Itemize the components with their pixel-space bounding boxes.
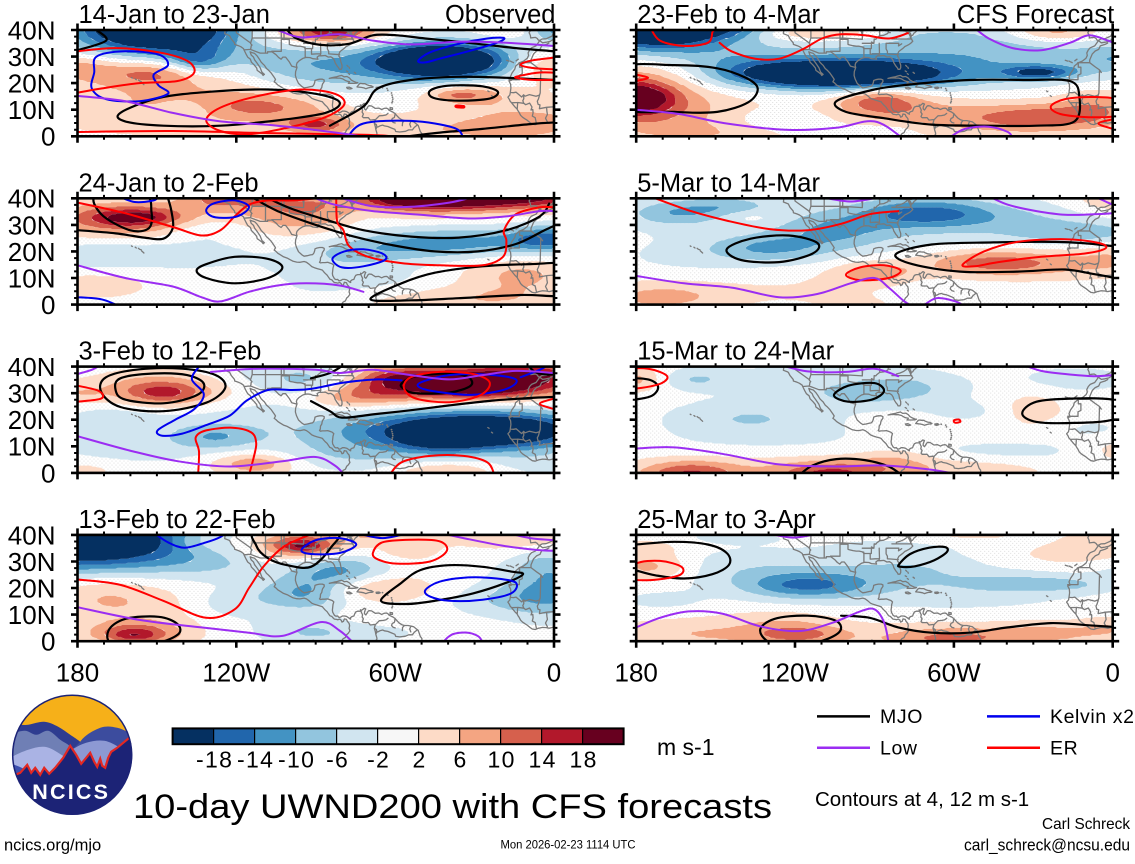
svg-text:0: 0 <box>41 122 55 152</box>
svg-text:0: 0 <box>41 627 55 657</box>
svg-text:5-Mar to 14-Mar: 5-Mar to 14-Mar <box>637 169 820 197</box>
svg-text:30N: 30N <box>8 42 56 72</box>
svg-text:15-Mar to 24-Mar: 15-Mar to 24-Mar <box>637 338 834 366</box>
svg-text:13-Feb to 22-Feb: 13-Feb to 22-Feb <box>79 506 276 534</box>
svg-text:25-Mar to 3-Apr: 25-Mar to 3-Apr <box>637 506 816 534</box>
svg-text:40N: 40N <box>8 520 56 550</box>
svg-text:6: 6 <box>454 747 468 773</box>
svg-text:60W: 60W <box>368 658 422 688</box>
svg-text:Contours at 4, 12 m s-1: Contours at 4, 12 m s-1 <box>815 788 1029 811</box>
svg-text:10N: 10N <box>8 95 56 125</box>
svg-text:carl_schreck@ncsu.edu: carl_schreck@ncsu.edu <box>964 837 1130 855</box>
svg-text:10: 10 <box>488 747 516 773</box>
svg-text:Kelvin x2: Kelvin x2 <box>1050 706 1135 728</box>
svg-text:3-Feb to 12-Feb: 3-Feb to 12-Feb <box>79 338 262 366</box>
svg-text:20N: 20N <box>8 237 56 267</box>
svg-text:ER: ER <box>1050 738 1078 760</box>
svg-text:MJO: MJO <box>880 706 923 728</box>
svg-text:Mon 2026-02-23 1114 UTC: Mon 2026-02-23 1114 UTC <box>501 838 636 852</box>
svg-text:0: 0 <box>41 290 55 320</box>
svg-text:120W: 120W <box>202 658 270 688</box>
svg-text:-14: -14 <box>237 747 274 773</box>
svg-text:-6: -6 <box>326 747 349 773</box>
svg-text:10N: 10N <box>8 600 56 630</box>
svg-text:ncics.org/mjo: ncics.org/mjo <box>4 837 101 855</box>
svg-text:120W: 120W <box>761 658 829 688</box>
svg-text:m s-1: m s-1 <box>657 734 715 760</box>
svg-text:14-Jan to 23-Jan: 14-Jan to 23-Jan <box>79 1 270 29</box>
svg-text:0: 0 <box>547 658 561 688</box>
svg-text:40N: 40N <box>8 15 56 45</box>
svg-text:30N: 30N <box>8 547 56 577</box>
svg-text:0: 0 <box>1105 658 1119 688</box>
svg-text:20N: 20N <box>8 405 56 435</box>
svg-text:10-day UWND200 with CFS foreca: 10-day UWND200 with CFS forecasts <box>133 788 772 826</box>
svg-text:40N: 40N <box>8 352 56 382</box>
svg-text:2: 2 <box>413 747 427 773</box>
svg-text:180: 180 <box>56 658 99 688</box>
svg-text:CFS Forecast: CFS Forecast <box>957 1 1114 29</box>
svg-text:-18: -18 <box>196 747 233 773</box>
svg-text:-2: -2 <box>367 747 390 773</box>
svg-text:14: 14 <box>529 747 557 773</box>
svg-text:23-Feb to 4-Mar: 23-Feb to 4-Mar <box>637 1 820 29</box>
svg-text:10N: 10N <box>8 432 56 462</box>
svg-text:24-Jan to 2-Feb: 24-Jan to 2-Feb <box>79 169 259 197</box>
svg-text:180: 180 <box>615 658 658 688</box>
svg-text:18: 18 <box>570 747 598 773</box>
svg-text:-10: -10 <box>278 747 315 773</box>
svg-text:Low: Low <box>880 738 918 760</box>
svg-text:10N: 10N <box>8 263 56 293</box>
svg-text:Observed: Observed <box>445 1 556 29</box>
svg-text:30N: 30N <box>8 379 56 409</box>
svg-text:0: 0 <box>41 458 55 488</box>
svg-text:20N: 20N <box>8 573 56 603</box>
svg-text:60W: 60W <box>927 658 981 688</box>
svg-text:Carl Schreck: Carl Schreck <box>1042 816 1131 833</box>
svg-text:NCICS: NCICS <box>32 780 110 804</box>
svg-text:40N: 40N <box>8 184 56 214</box>
svg-text:30N: 30N <box>8 210 56 240</box>
svg-text:20N: 20N <box>8 69 56 99</box>
